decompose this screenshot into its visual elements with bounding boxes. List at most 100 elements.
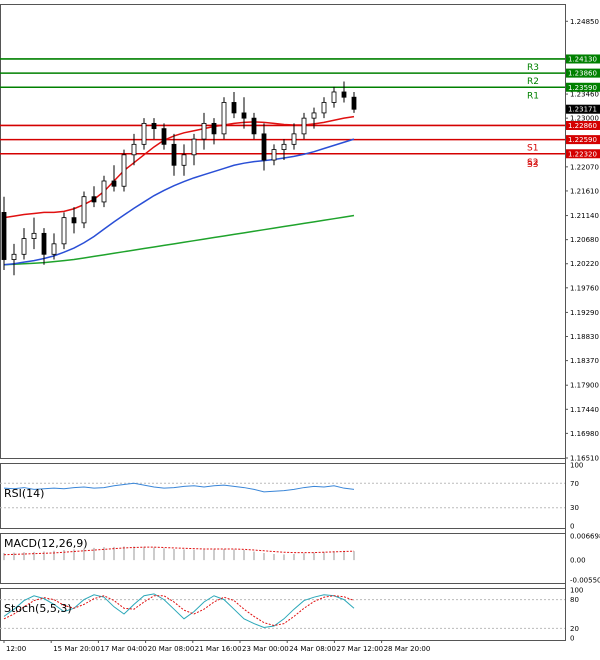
candle-body — [91, 196, 97, 203]
price-tick-label: 1.16980 — [570, 430, 599, 438]
time-tick-label: 17 Mar 04:00 — [100, 645, 147, 653]
macd-signal-line — [3, 546, 355, 556]
level-price-label: 1.22860 — [568, 122, 597, 130]
candle-body — [341, 91, 347, 98]
price-tick-label: 1.19760 — [570, 284, 599, 292]
panel-frames — [0, 4, 566, 641]
candle-body — [301, 117, 307, 135]
price-tick-label: 1.20220 — [570, 260, 599, 268]
ma-blue-line — [3, 138, 355, 266]
candle-body — [171, 143, 177, 166]
rsi-tick-label: 70 — [570, 480, 579, 488]
panel-frame — [0, 463, 566, 529]
candle-body — [51, 243, 57, 255]
candle-body — [281, 143, 287, 150]
rsi-panel: 100 70 30 0 RSI(14) — [0, 462, 583, 531]
candle-body — [161, 128, 167, 145]
stoch-tick-label: 100 — [570, 587, 583, 595]
current-price-label: 1.23171 — [568, 106, 597, 114]
candle-body — [121, 154, 127, 187]
candle-body — [201, 122, 207, 140]
candle-body — [41, 232, 47, 255]
price-tick-label: 1.21610 — [570, 187, 599, 195]
stoch-label: Stoch(5,5,3) — [4, 602, 72, 615]
price-tick-label: 1.16510 — [570, 455, 599, 463]
level-price-label: 1.22590 — [568, 136, 597, 144]
level-price-tag — [566, 135, 600, 145]
candle-body — [251, 117, 257, 135]
time-tick-label: 15 Mar 20:00 — [53, 645, 100, 653]
level-price-label: 1.24130 — [568, 55, 597, 63]
price-tick-label: 1.17900 — [570, 382, 599, 390]
candle-body — [241, 112, 247, 119]
price-tick-label: 1.24850 — [570, 18, 599, 26]
candle-body — [351, 96, 357, 110]
price-tick-label: 1.18370 — [570, 357, 599, 365]
level-name-r3: R3 — [527, 63, 539, 73]
level-price-tag — [566, 149, 600, 159]
level-name-s2: S2 — [527, 158, 538, 168]
price-tick-label: 1.22070 — [570, 163, 599, 171]
stoch-k-line — [3, 593, 355, 628]
rsi-tick-label: 100 — [570, 462, 583, 470]
level-price-tag — [566, 54, 600, 64]
time-tick-label: 12:00 — [6, 645, 26, 653]
stoch-tick-label: 80 — [570, 596, 579, 604]
candle-body — [261, 133, 267, 161]
time-tick-label: 23 Mar 00:00 — [242, 645, 289, 653]
rsi-tick-label: 0 — [570, 523, 574, 531]
candle-body — [111, 180, 117, 187]
candle-body — [131, 143, 137, 156]
candle-body — [61, 217, 67, 245]
level-name-r1: R1 — [527, 91, 539, 101]
stoch-tick-label: 20 — [570, 625, 579, 633]
time-tick-label: 21 Mar 16:00 — [195, 645, 242, 653]
macd-panel: 0.006698 0.00 -0.005501 MACD(12,26,9) — [3, 533, 600, 585]
price-tick-label: 1.18830 — [570, 333, 599, 341]
panel-frame — [0, 533, 566, 584]
candle-body — [211, 122, 217, 135]
candle-body — [1, 212, 7, 260]
level-name-r2: R2 — [527, 77, 539, 87]
macd-label: MACD(12,26,9) — [4, 537, 88, 550]
axis-divider — [565, 4, 566, 640]
candle-body — [311, 112, 317, 119]
candle-body — [231, 102, 237, 114]
level-name-s1: S1 — [527, 144, 538, 154]
candle-body — [331, 91, 337, 103]
level-name-s3: S3 — [527, 160, 538, 170]
macd-tick-label: -0.005501 — [570, 577, 600, 585]
ma-red-line — [3, 115, 355, 219]
candle-body — [101, 180, 107, 203]
time-tick-label: 27 Mar 12:00 — [336, 645, 383, 653]
panel-frame — [0, 4, 566, 459]
level-price-tag — [566, 120, 600, 130]
candle-body — [31, 232, 37, 239]
time-tick-label: 24 Mar 08:00 — [289, 645, 336, 653]
level-price-label: 1.22320 — [568, 150, 597, 158]
stoch-tick-label: 0 — [570, 635, 574, 643]
level-price-label: 1.23860 — [568, 70, 597, 78]
candle-body — [191, 138, 197, 156]
candle-body — [81, 196, 87, 224]
candle-body — [151, 122, 157, 130]
candle-body — [21, 238, 27, 255]
price-tick-label: 1.20680 — [570, 236, 599, 244]
candle-body — [141, 122, 147, 145]
rsi-tick-label: 30 — [570, 504, 579, 512]
rsi-line — [3, 482, 355, 493]
time-tick-label: 20 Mar 08:00 — [148, 645, 195, 653]
candle-body — [291, 133, 297, 145]
stoch-d-line — [3, 595, 355, 627]
price-tick-label: 1.23460 — [570, 91, 599, 99]
level-price-label: 1.23590 — [568, 84, 597, 92]
candle-body — [221, 102, 227, 135]
price-tick-label: 1.17440 — [570, 406, 599, 414]
candle-body — [271, 149, 277, 161]
level-price-tag — [566, 68, 600, 78]
panel-frame — [0, 588, 566, 641]
time-tick-label: 28 Mar 20:00 — [384, 645, 431, 653]
